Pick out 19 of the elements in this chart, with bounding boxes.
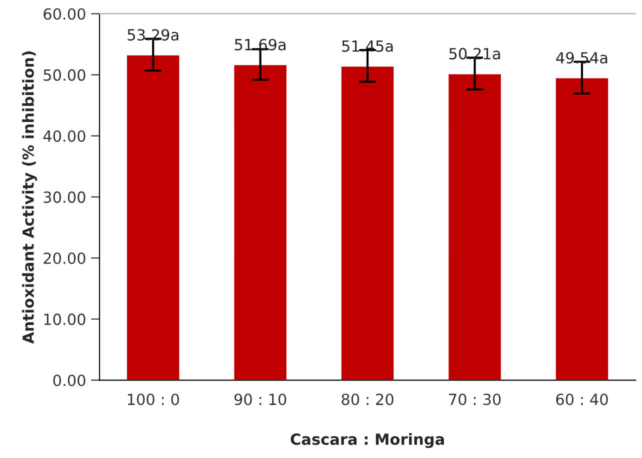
- data-label: 50.21a: [449, 48, 500, 60]
- x-tick-label: 70 : 30: [449, 394, 501, 406]
- y-tick-label: 40.00: [43, 130, 86, 142]
- x-tick-label: 60 : 40: [556, 394, 608, 406]
- y-axis-title: Antioxidant Activity (% inhibition): [22, 51, 38, 344]
- data-label: 49.54a: [556, 52, 608, 64]
- x-axis-title: Cascara : Moringa: [290, 433, 444, 448]
- y-tick-label: 60.00: [44, 8, 86, 20]
- x-tick-label: 90 : 10: [234, 394, 286, 406]
- y-tick-label: 0.00: [53, 374, 86, 386]
- y-tick-label: 50.00: [44, 69, 86, 81]
- data-label: 51.69a: [234, 38, 286, 50]
- data-label: 53.29a: [128, 29, 178, 41]
- y-tick-label: 10.00: [44, 314, 86, 326]
- y-tick-label: 20.00: [44, 252, 86, 264]
- y-tick-label: 30.00: [44, 191, 86, 203]
- x-tick-label: 80 : 20: [342, 394, 394, 406]
- x-tick-label: 100 : 0: [128, 394, 179, 406]
- data-label: 51.45a: [342, 40, 393, 52]
